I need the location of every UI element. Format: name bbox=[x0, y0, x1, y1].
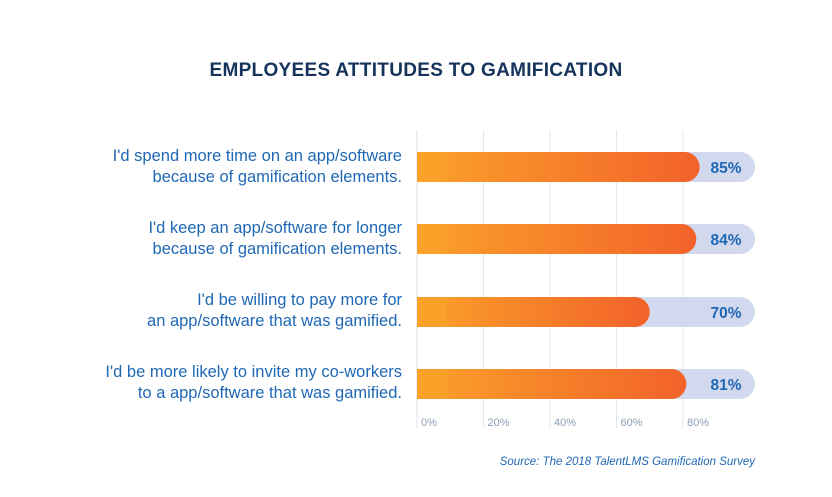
category-label-3: I'd be more likely to invite my co-worke… bbox=[22, 362, 402, 404]
category-label-0: I'd spend more time on an app/software b… bbox=[22, 146, 402, 188]
bar-1 bbox=[417, 224, 697, 254]
x-tick-label-0: 0% bbox=[421, 417, 437, 429]
bar-left-edge-0 bbox=[417, 152, 447, 182]
category-label-1-line-1: I'd keep an app/software for longer bbox=[148, 219, 402, 237]
x-tick-label-1: 20% bbox=[488, 417, 510, 429]
bar-left-edge-1 bbox=[417, 224, 447, 254]
bar-left-edge-2 bbox=[417, 297, 447, 327]
category-label-2-line-2: an app/software that was gamified. bbox=[147, 312, 402, 330]
category-label-2-line-1: I'd be willing to pay more for bbox=[197, 291, 402, 309]
value-label-1: 84% bbox=[710, 232, 741, 249]
value-label-2: 70% bbox=[710, 305, 741, 322]
category-label-0-line-1: I'd spend more time on an app/software bbox=[112, 147, 402, 165]
category-label-0-line-2: because of gamification elements. bbox=[152, 168, 402, 186]
bar-3 bbox=[417, 369, 687, 399]
value-label-3: 81% bbox=[710, 377, 741, 394]
bar-2 bbox=[417, 297, 650, 327]
x-tick-label-4: 80% bbox=[687, 417, 709, 429]
category-label-3-line-2: to a app/software that was gamified. bbox=[137, 384, 402, 402]
category-label-1-line-2: because of gamification elements. bbox=[152, 240, 402, 258]
bar-0 bbox=[417, 152, 700, 182]
category-label-3-line-1: I'd be more likely to invite my co-worke… bbox=[105, 363, 402, 381]
x-tick-label-2: 40% bbox=[554, 417, 576, 429]
source-note: Source: The 2018 TalentLMS Gamification … bbox=[499, 456, 755, 468]
value-label-0: 85% bbox=[710, 160, 741, 177]
chart-title: EMPLOYEES ATTITUDES TO GAMIFICATION bbox=[209, 60, 623, 81]
bar-left-edge-3 bbox=[417, 369, 447, 399]
x-tick-label-3: 60% bbox=[621, 417, 643, 429]
category-label-2: I'd be willing to pay more for an app/so… bbox=[22, 290, 402, 332]
category-label-1: I'd keep an app/software for longer beca… bbox=[22, 218, 402, 260]
